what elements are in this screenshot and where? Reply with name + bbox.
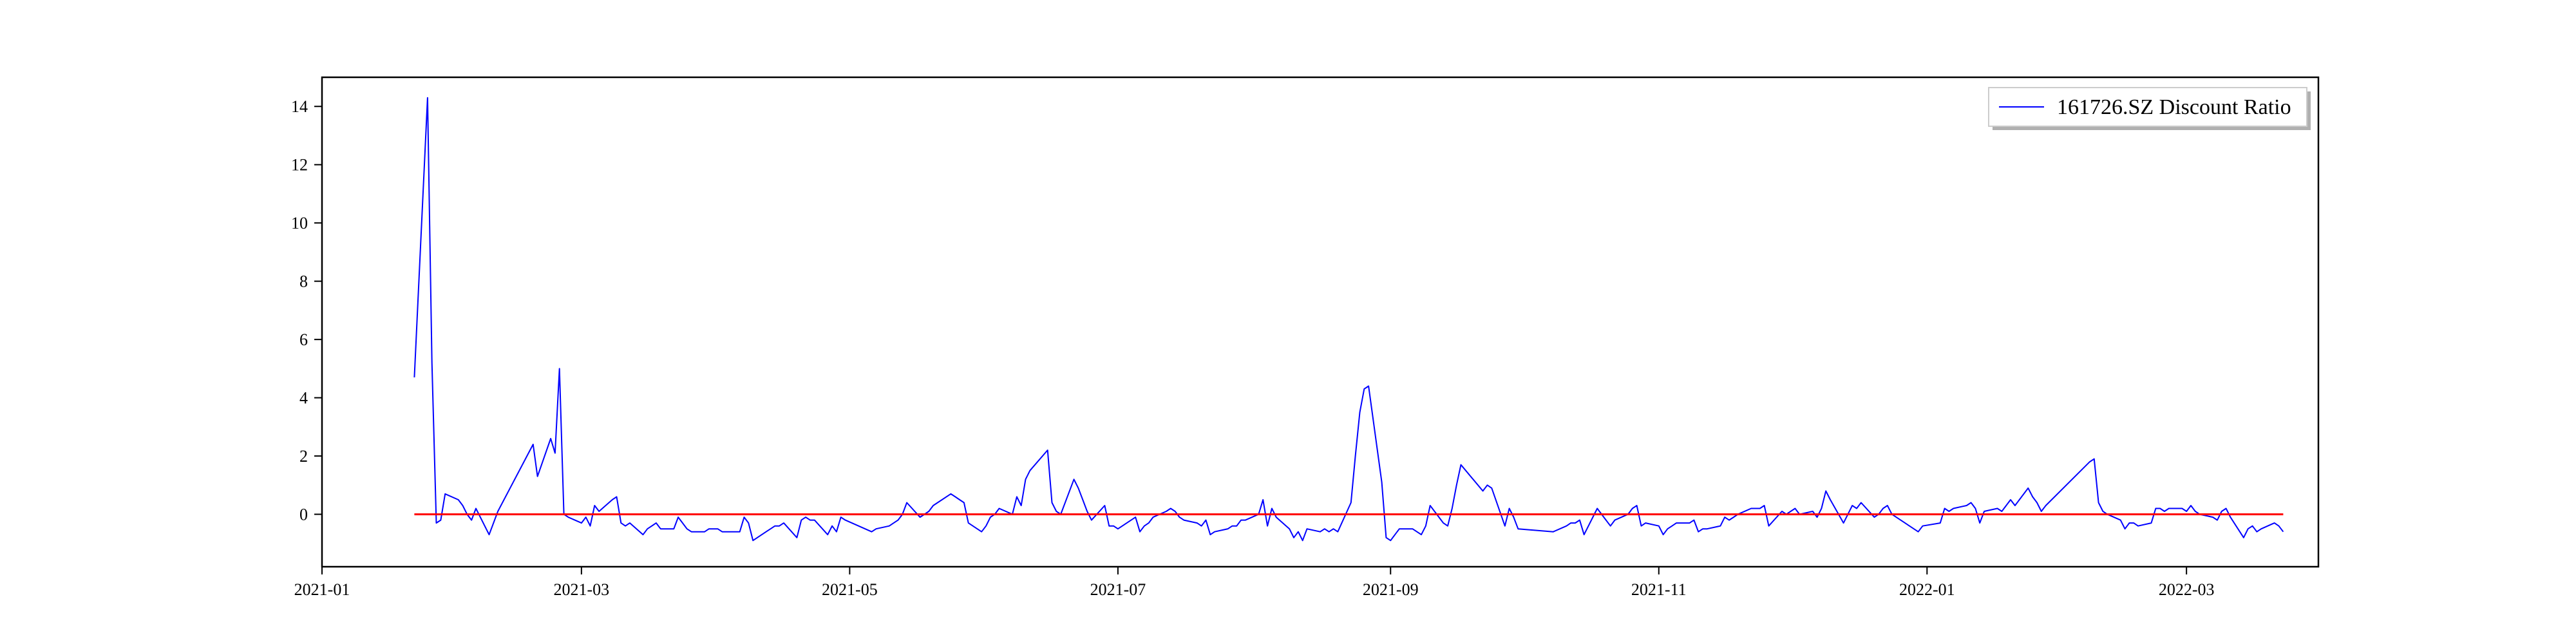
x-tick-label: 2022-03 [2159,580,2215,599]
y-tick-label: 6 [299,330,308,349]
y-tick-label: 4 [299,389,308,408]
legend-label-discount-ratio: 161726.SZ Discount Ratio [2057,95,2291,119]
y-tick-label: 14 [291,97,308,116]
y-tick-label: 10 [291,214,308,232]
x-tick-label: 2022-01 [1899,580,1955,599]
y-tick-label: 8 [299,272,308,291]
y-tick-label: 0 [299,506,308,524]
legend: 161726.SZ Discount Ratio [1988,87,2311,130]
y-tick-label: 12 [291,156,308,175]
x-tick-label: 2021-05 [822,580,878,599]
x-axis: 2021-01 2021-03 2021-05 2021-07 2021-09 2021-… [294,567,2215,599]
series-line-161726-sz-discount-ratio [413,97,2284,542]
x-tick-label: 2021-09 [1363,580,1419,599]
series-layer [413,97,2284,542]
x-tick-label: 2021-11 [1631,580,1687,599]
x-tick-label: 2021-01 [294,580,350,599]
x-tick-label: 2021-07 [1090,580,1146,599]
plot-frame [321,76,2320,568]
plot-area [322,77,2318,567]
y-axis: 0 2 4 6 8 10 12 14 [291,97,322,524]
x-tick-label: 2021-03 [554,580,610,599]
y-tick-label: 2 [299,447,308,466]
